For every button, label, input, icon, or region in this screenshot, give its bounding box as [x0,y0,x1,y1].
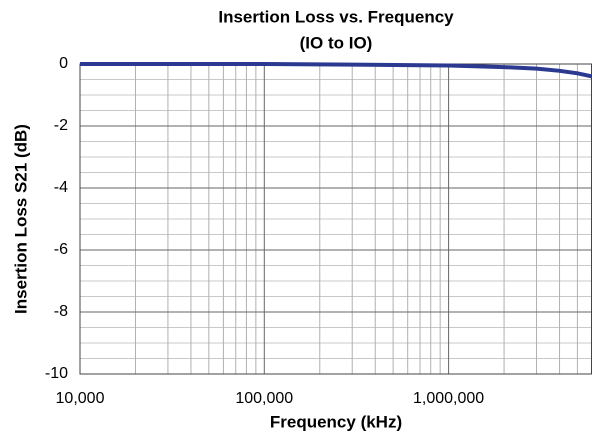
data-line [80,62,592,79]
x-tick-label: 100,000 [235,390,293,407]
y-tick-label: -2 [54,117,68,134]
chart-title: Insertion Loss vs. Frequency [218,7,454,26]
x-tick-label: 1,000,000 [413,390,484,407]
y-tick-label: -4 [54,179,68,196]
y-tick-label: -10 [45,365,68,382]
chart-subtitle: (IO to IO) [300,33,373,52]
y-tick-label: -8 [54,303,68,320]
y-axis-label: Insertion Loss S21 (dB) [11,124,30,314]
x-tick-label: 10,000 [56,390,105,407]
y-tick-label: -6 [54,241,68,258]
x-axis-label: Frequency (kHz) [270,412,402,431]
y-tick-label: 0 [59,55,68,72]
